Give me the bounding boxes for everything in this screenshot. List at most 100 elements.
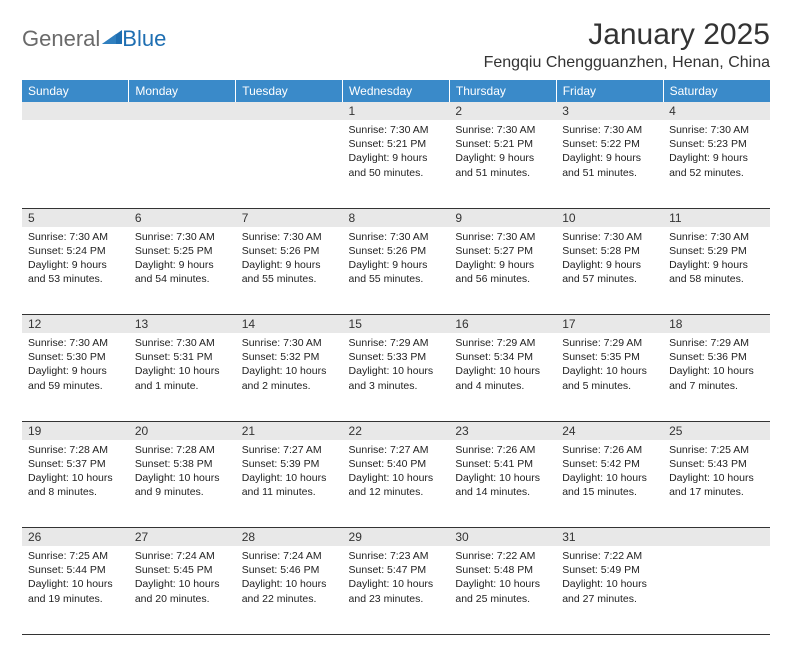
day-cell: Sunrise: 7:30 AMSunset: 5:27 PMDaylight:…: [449, 227, 556, 315]
day-cell: Sunrise: 7:30 AMSunset: 5:25 PMDaylight:…: [129, 227, 236, 315]
daylight-text: Daylight: 10 hours and 1 minute.: [135, 364, 230, 392]
sunset-text: Sunset: 5:45 PM: [135, 563, 230, 577]
day-number: 15: [343, 315, 450, 334]
daylight-text: Daylight: 10 hours and 4 minutes.: [455, 364, 550, 392]
weekday-header: Monday: [129, 80, 236, 102]
day-number: 25: [663, 421, 770, 440]
day-number: 21: [236, 421, 343, 440]
daylight-text: Daylight: 10 hours and 3 minutes.: [349, 364, 444, 392]
day-number: 7: [236, 208, 343, 227]
title-block: January 2025 Fengqiu Chengguanzhen, Hena…: [484, 18, 770, 72]
day-cell: Sunrise: 7:24 AMSunset: 5:46 PMDaylight:…: [236, 546, 343, 634]
sunrise-text: Sunrise: 7:27 AM: [349, 443, 444, 457]
sunset-text: Sunset: 5:29 PM: [669, 244, 764, 258]
sunset-text: Sunset: 5:21 PM: [455, 137, 550, 151]
sunrise-text: Sunrise: 7:30 AM: [28, 336, 123, 350]
day-number: [22, 102, 129, 120]
sunrise-text: Sunrise: 7:25 AM: [669, 443, 764, 457]
day-number: 2: [449, 102, 556, 120]
sunrise-text: Sunrise: 7:29 AM: [349, 336, 444, 350]
daylight-text: Daylight: 9 hours and 51 minutes.: [562, 151, 657, 179]
day-cell: Sunrise: 7:25 AMSunset: 5:43 PMDaylight:…: [663, 440, 770, 528]
sunrise-text: Sunrise: 7:30 AM: [562, 230, 657, 244]
sunset-text: Sunset: 5:21 PM: [349, 137, 444, 151]
day-number: 16: [449, 315, 556, 334]
day-number-row: 567891011: [22, 208, 770, 227]
day-cell: Sunrise: 7:28 AMSunset: 5:37 PMDaylight:…: [22, 440, 129, 528]
day-cell: [22, 120, 129, 208]
daylight-text: Daylight: 10 hours and 12 minutes.: [349, 471, 444, 499]
day-number: 22: [343, 421, 450, 440]
day-number: 19: [22, 421, 129, 440]
day-number: 30: [449, 528, 556, 547]
day-number: 11: [663, 208, 770, 227]
day-number: [663, 528, 770, 547]
sunset-text: Sunset: 5:46 PM: [242, 563, 337, 577]
day-cell: [129, 120, 236, 208]
sunset-text: Sunset: 5:26 PM: [349, 244, 444, 258]
daylight-text: Daylight: 10 hours and 9 minutes.: [135, 471, 230, 499]
daylight-text: Daylight: 9 hours and 55 minutes.: [349, 258, 444, 286]
sunrise-text: Sunrise: 7:27 AM: [242, 443, 337, 457]
weekday-header: Wednesday: [343, 80, 450, 102]
daylight-text: Daylight: 10 hours and 2 minutes.: [242, 364, 337, 392]
day-cell: Sunrise: 7:30 AMSunset: 5:30 PMDaylight:…: [22, 333, 129, 421]
sunrise-text: Sunrise: 7:22 AM: [562, 549, 657, 563]
day-cell: Sunrise: 7:22 AMSunset: 5:49 PMDaylight:…: [556, 546, 663, 634]
day-cell: Sunrise: 7:29 AMSunset: 5:33 PMDaylight:…: [343, 333, 450, 421]
sunrise-text: Sunrise: 7:30 AM: [135, 336, 230, 350]
sunrise-text: Sunrise: 7:28 AM: [135, 443, 230, 457]
daylight-text: Daylight: 10 hours and 23 minutes.: [349, 577, 444, 605]
sunset-text: Sunset: 5:23 PM: [669, 137, 764, 151]
weekday-header: Tuesday: [236, 80, 343, 102]
day-cell: Sunrise: 7:30 AMSunset: 5:22 PMDaylight:…: [556, 120, 663, 208]
sunset-text: Sunset: 5:48 PM: [455, 563, 550, 577]
sunset-text: Sunset: 5:47 PM: [349, 563, 444, 577]
day-cell: Sunrise: 7:27 AMSunset: 5:40 PMDaylight:…: [343, 440, 450, 528]
daylight-text: Daylight: 9 hours and 58 minutes.: [669, 258, 764, 286]
daylight-text: Daylight: 9 hours and 57 minutes.: [562, 258, 657, 286]
logo-text-blue: Blue: [122, 26, 166, 52]
day-cell: Sunrise: 7:30 AMSunset: 5:26 PMDaylight:…: [343, 227, 450, 315]
day-detail-row: Sunrise: 7:30 AMSunset: 5:21 PMDaylight:…: [22, 120, 770, 208]
day-number: 8: [343, 208, 450, 227]
daylight-text: Daylight: 9 hours and 55 minutes.: [242, 258, 337, 286]
day-cell: Sunrise: 7:26 AMSunset: 5:41 PMDaylight:…: [449, 440, 556, 528]
weekday-header: Saturday: [663, 80, 770, 102]
calendar-header-row: Sunday Monday Tuesday Wednesday Thursday…: [22, 80, 770, 102]
day-cell: Sunrise: 7:24 AMSunset: 5:45 PMDaylight:…: [129, 546, 236, 634]
month-title: January 2025: [484, 18, 770, 52]
day-cell: Sunrise: 7:28 AMSunset: 5:38 PMDaylight:…: [129, 440, 236, 528]
daylight-text: Daylight: 10 hours and 22 minutes.: [242, 577, 337, 605]
daylight-text: Daylight: 9 hours and 53 minutes.: [28, 258, 123, 286]
sunrise-text: Sunrise: 7:30 AM: [349, 230, 444, 244]
sunrise-text: Sunrise: 7:30 AM: [562, 123, 657, 137]
day-number-row: 12131415161718: [22, 315, 770, 334]
sunset-text: Sunset: 5:49 PM: [562, 563, 657, 577]
daylight-text: Daylight: 9 hours and 56 minutes.: [455, 258, 550, 286]
day-number: 9: [449, 208, 556, 227]
weekday-header: Sunday: [22, 80, 129, 102]
day-number: 14: [236, 315, 343, 334]
day-number: 17: [556, 315, 663, 334]
sunset-text: Sunset: 5:34 PM: [455, 350, 550, 364]
header: General Blue January 2025 Fengqiu Chengg…: [22, 18, 770, 72]
daylight-text: Daylight: 9 hours and 50 minutes.: [349, 151, 444, 179]
sunrise-text: Sunrise: 7:25 AM: [28, 549, 123, 563]
day-number: 31: [556, 528, 663, 547]
sunset-text: Sunset: 5:22 PM: [562, 137, 657, 151]
sunset-text: Sunset: 5:41 PM: [455, 457, 550, 471]
sunset-text: Sunset: 5:24 PM: [28, 244, 123, 258]
day-cell: Sunrise: 7:30 AMSunset: 5:26 PMDaylight:…: [236, 227, 343, 315]
sunset-text: Sunset: 5:38 PM: [135, 457, 230, 471]
day-detail-row: Sunrise: 7:25 AMSunset: 5:44 PMDaylight:…: [22, 546, 770, 634]
day-number-row: 262728293031: [22, 528, 770, 547]
sunset-text: Sunset: 5:25 PM: [135, 244, 230, 258]
day-cell: Sunrise: 7:26 AMSunset: 5:42 PMDaylight:…: [556, 440, 663, 528]
day-cell: Sunrise: 7:30 AMSunset: 5:32 PMDaylight:…: [236, 333, 343, 421]
weekday-header: Friday: [556, 80, 663, 102]
day-number: 6: [129, 208, 236, 227]
daylight-text: Daylight: 10 hours and 25 minutes.: [455, 577, 550, 605]
day-number: 24: [556, 421, 663, 440]
sunset-text: Sunset: 5:33 PM: [349, 350, 444, 364]
